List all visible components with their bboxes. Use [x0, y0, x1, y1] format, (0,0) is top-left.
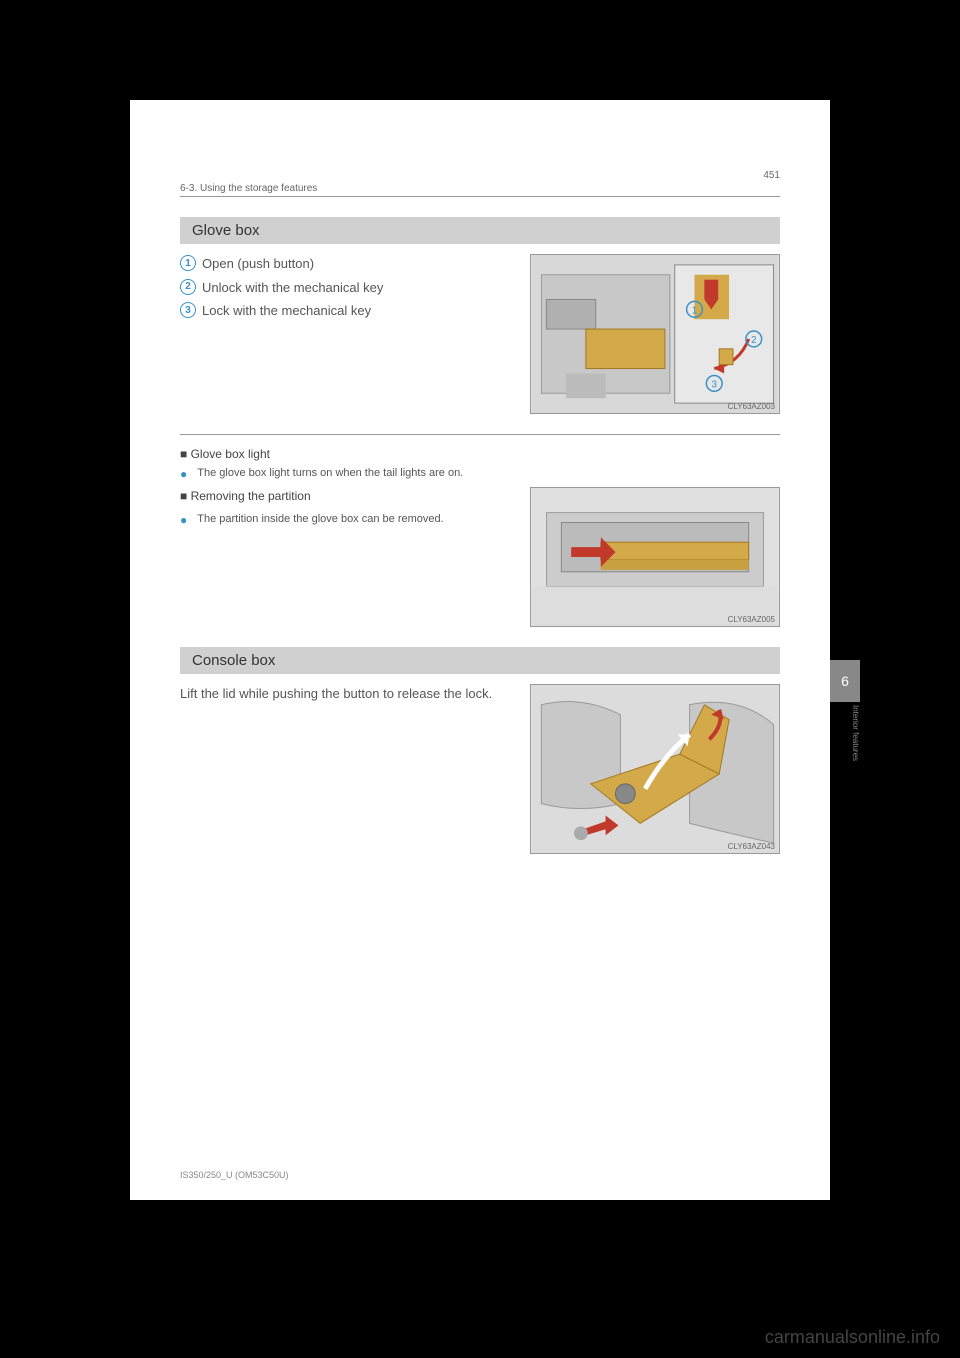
page-header: 451 — [180, 170, 780, 181]
glove-box-heading: Glove box — [180, 217, 780, 244]
manual-page: 451 6-3. Using the storage features Glov… — [130, 100, 830, 1200]
chapter-number: 6 — [841, 673, 849, 689]
glove-item-2-label: Unlock with the mechanical key — [202, 278, 383, 298]
circled-2-icon: 2 — [180, 279, 196, 295]
console-svg-icon — [531, 685, 779, 853]
console-illustration: CLY63AZ043 — [530, 684, 780, 854]
glove-item-3-label: Lock with the mechanical key — [202, 301, 371, 321]
console-text: Lift the lid while pushing the button to… — [180, 684, 515, 854]
chapter-label: Interior features — [830, 705, 860, 761]
glove-item-1: 1 Open (push button) — [180, 254, 515, 274]
svg-text:2: 2 — [751, 335, 756, 346]
partition-illustration: CLY63AZ005 — [530, 487, 780, 627]
glove-light-title: Glove box light — [191, 447, 270, 461]
glove-box-illustration: 1 2 3 CLY63AZ003 — [530, 254, 780, 414]
partition-heading: ■ Removing the partition — [180, 487, 515, 505]
svg-text:1: 1 — [692, 305, 697, 316]
glove-svg-icon: 1 2 3 — [531, 255, 779, 413]
glove-box-row: 1 Open (push button) 2 Unlock with the m… — [180, 254, 780, 414]
bullet-icon: ● — [180, 467, 187, 481]
glove-item-3: 3 Lock with the mechanical key — [180, 301, 515, 321]
circled-3-icon: 3 — [180, 302, 196, 318]
chapter-tab: 6 — [830, 660, 860, 702]
watermark-text: carmanualsonline.info — [765, 1327, 940, 1348]
section-path: 6-3. Using the storage features — [180, 183, 317, 194]
header-rule — [180, 196, 780, 197]
partition-title: Removing the partition — [191, 489, 311, 503]
bullet-icon-2: ● — [180, 511, 187, 529]
console-box-heading: Console box — [180, 647, 780, 674]
console-text-content: Lift the lid while pushing the button to… — [180, 686, 492, 701]
separator-1 — [180, 434, 780, 435]
page-number: 451 — [763, 170, 780, 181]
glove-item-1-label: Open (push button) — [202, 254, 314, 274]
svg-text:3: 3 — [712, 379, 718, 390]
glove-light-bullet: ● The glove box light turns on when the … — [180, 467, 780, 481]
glove-light-heading: ■ Glove box light — [180, 447, 780, 461]
console-row: Lift the lid while pushing the button to… — [180, 684, 780, 854]
partition-text-col: ■ Removing the partition ● The partition… — [180, 487, 515, 627]
page-header-section: 6-3. Using the storage features — [180, 183, 780, 194]
glove-item-2: 2 Unlock with the mechanical key — [180, 278, 515, 298]
figure-id-3: CLY63AZ043 — [728, 842, 775, 851]
circled-1-icon: 1 — [180, 255, 196, 271]
glove-figure-2: CLY63AZ005 — [530, 487, 780, 627]
glove-light-text: The glove box light turns on when the ta… — [197, 467, 463, 479]
partition-row: ■ Removing the partition ● The partition… — [180, 487, 780, 627]
partition-text: The partition inside the glove box can b… — [197, 511, 443, 528]
partition-bullet: ● The partition inside the glove box can… — [180, 511, 515, 529]
partition-svg-icon — [531, 488, 779, 626]
console-figure: CLY63AZ043 — [530, 684, 780, 854]
glove-figure-1: 1 2 3 CLY63AZ003 — [530, 254, 780, 414]
glove-box-text: 1 Open (push button) 2 Unlock with the m… — [180, 254, 515, 414]
figure-id-1: CLY63AZ003 — [728, 402, 775, 411]
footer-doc-id: IS350/250_U (OM53C50U) — [180, 1170, 289, 1180]
figure-id-2: CLY63AZ005 — [728, 615, 775, 624]
